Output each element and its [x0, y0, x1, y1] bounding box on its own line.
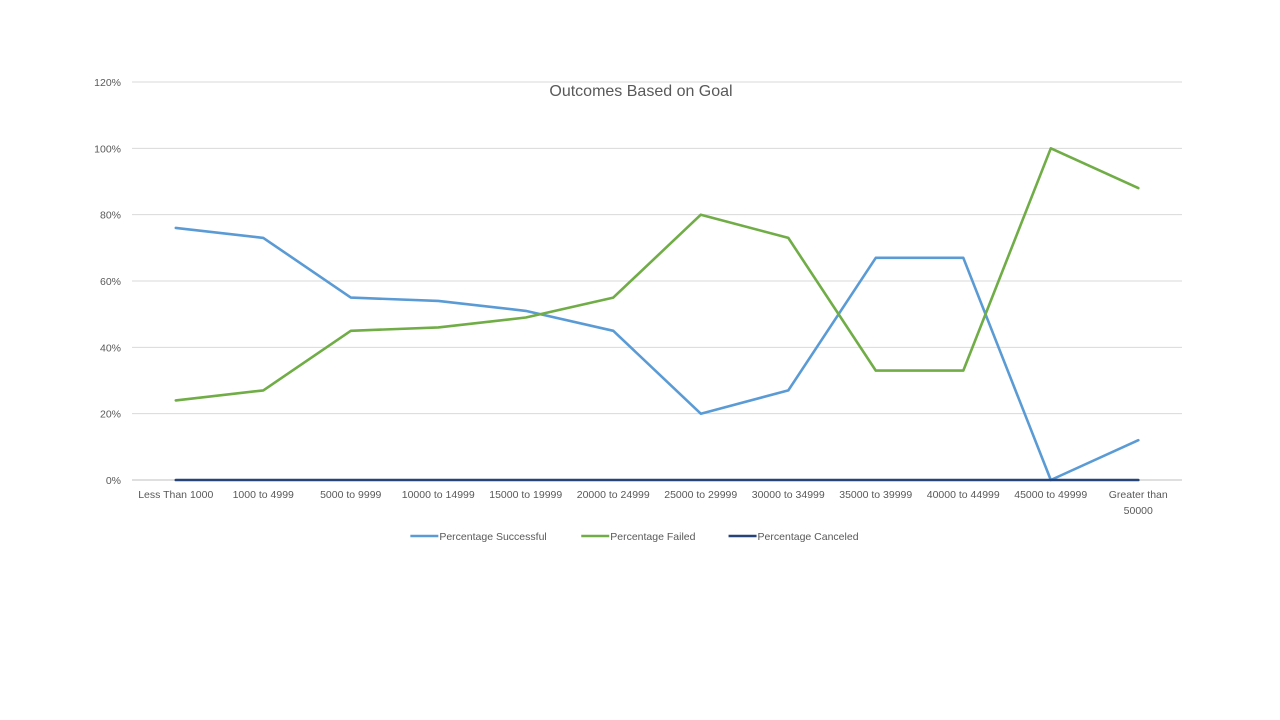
x-tick-label-line: 25000 to 29999	[664, 489, 737, 501]
y-tick-label: 120%	[94, 77, 121, 89]
x-tick-label-line: 45000 to 49999	[1014, 489, 1087, 501]
x-tick-label-line: 20000 to 24999	[577, 489, 650, 501]
x-tick-label: 30000 to 34999	[752, 489, 825, 501]
x-tick-label: 25000 to 29999	[664, 489, 737, 501]
x-tick-label-line: 40000 to 44999	[927, 489, 1000, 501]
x-tick-label: 45000 to 49999	[1014, 489, 1087, 501]
x-tick-label-line: 50000	[1124, 505, 1153, 517]
x-axis: Less Than 1000 1000 to 4999 5000 to 9999 10…	[138, 489, 1168, 517]
x-tick-label: 35000 to 39999	[839, 489, 912, 501]
x-tick-label: Less Than 1000	[138, 489, 213, 501]
x-tick-label-line: Less Than 1000	[138, 489, 213, 501]
x-tick-label-line: 10000 to 14999	[402, 489, 475, 501]
y-axis: 0% 20% 40% 60% 80% 100% 120%	[94, 77, 121, 487]
x-tick-label: 20000 to 24999	[577, 489, 650, 501]
x-tick-label: 40000 to 44999	[927, 489, 1000, 501]
series-line-1	[174, 226, 1140, 482]
x-tick-label: Greater than 50000	[1109, 489, 1168, 517]
x-tick-label: 5000 to 9999	[320, 489, 381, 501]
x-tick-label: 15000 to 19999	[489, 489, 562, 501]
y-tick-label: 60%	[100, 276, 121, 288]
y-tick-label: 40%	[100, 342, 121, 354]
legend-label: Percentage Canceled	[758, 531, 859, 543]
legend: Percentage Successful Percentage Failed Pe…	[410, 531, 859, 543]
y-tick-label: 20%	[100, 409, 121, 421]
x-tick-label-line: 30000 to 34999	[752, 489, 825, 501]
gridlines	[132, 81, 1182, 481]
legend-label: Percentage Failed	[610, 531, 695, 543]
series-lines	[174, 147, 1140, 482]
x-tick-label-line: Greater than	[1109, 489, 1168, 501]
legend-label: Percentage Successful	[439, 531, 546, 543]
x-tick-label: 10000 to 14999	[402, 489, 475, 501]
x-tick-label-line: 35000 to 39999	[839, 489, 912, 501]
x-tick-label-line: 1000 to 4999	[233, 489, 294, 501]
x-tick-label-line: 5000 to 9999	[320, 489, 381, 501]
y-tick-label: 0%	[106, 475, 121, 487]
x-tick-label: 1000 to 4999	[233, 489, 294, 501]
y-tick-label: 100%	[94, 143, 121, 155]
series-line-2	[174, 147, 1140, 402]
y-tick-label: 80%	[100, 210, 121, 222]
x-tick-label-line: 15000 to 19999	[489, 489, 562, 501]
chart-title: Outcomes Based on Goal	[549, 83, 732, 100]
